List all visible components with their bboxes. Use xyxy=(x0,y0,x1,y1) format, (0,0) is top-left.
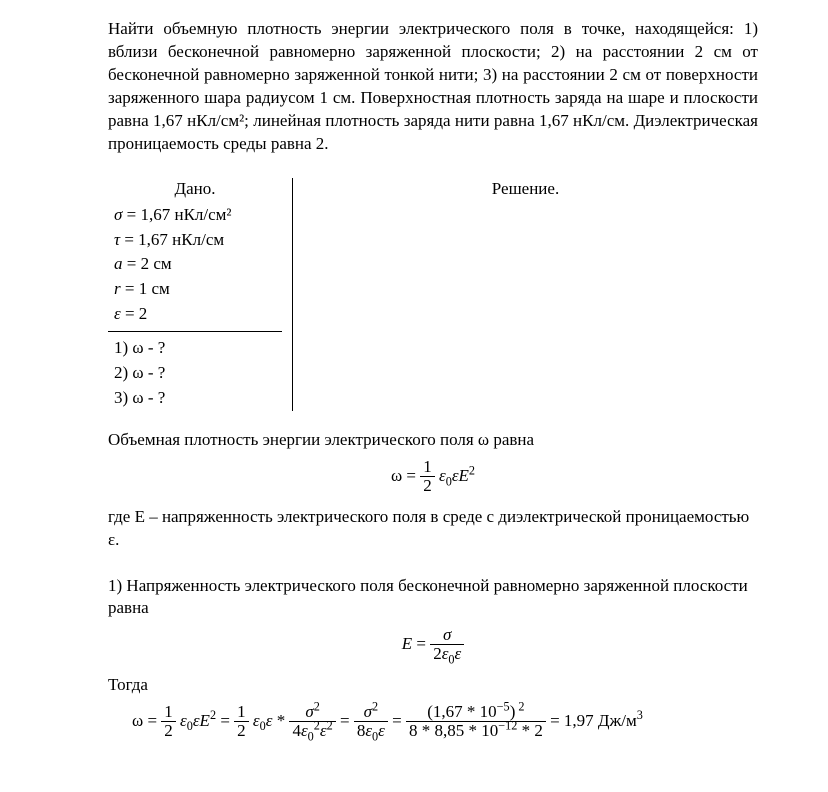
formula-E-frac: σ 2ε0ε xyxy=(430,626,464,664)
solution-column: Решение. xyxy=(293,178,758,201)
sigma-value: = 1,67 нКл/см² xyxy=(122,205,231,224)
given-solution-block: Дано. σ = 1,67 нКл/см² τ = 1,67 нКл/см a… xyxy=(108,178,758,411)
formula-E-num: σ xyxy=(430,626,464,645)
paragraph-1: Объемная плотность энергии электрическог… xyxy=(108,429,758,452)
given-sigma: σ = 1,67 нКл/см² xyxy=(108,203,282,228)
ask-2: 2) ω - ? xyxy=(108,361,282,386)
r-value: = 1 см xyxy=(121,279,170,298)
given-column: Дано. σ = 1,67 нКл/см² τ = 1,67 нКл/см a… xyxy=(108,178,293,411)
formula-E: E = σ 2ε0ε xyxy=(108,626,758,664)
omega-tail: ε0εE2 xyxy=(435,466,475,485)
paragraph-4: Тогда xyxy=(108,674,758,697)
formula-E-den: 2ε0ε xyxy=(430,645,464,664)
given-eps: ε = 2 xyxy=(108,302,282,327)
problem-statement: Найти объемную плотность энергии электри… xyxy=(108,18,758,156)
half-fraction: 1 2 xyxy=(420,458,435,496)
tau-value: = 1,67 нКл/см xyxy=(120,230,224,249)
formula-E-lhs: E = xyxy=(402,634,430,653)
solution-header: Решение. xyxy=(492,179,559,198)
ask-1: 1) ω - ? xyxy=(108,336,282,361)
given-r: r = 1 см xyxy=(108,277,282,302)
given-header: Дано. xyxy=(108,178,282,203)
paragraph-2: где E – напряженность электрического пол… xyxy=(108,506,758,552)
physics-document: Найти объемную плотность энергии электри… xyxy=(0,0,828,792)
formula-omega: ω = 1 2 ε0εE2 xyxy=(108,458,758,496)
r-symbol: r xyxy=(114,279,121,298)
given-divider: 1) ω - ? 2) ω - ? 3) ω - ? xyxy=(108,331,282,411)
eps-symbol: ε xyxy=(114,304,121,323)
eps-value: = 2 xyxy=(121,304,148,323)
half-den: 2 xyxy=(420,477,435,496)
paragraph-3: 1) Напряженность электрического поля бес… xyxy=(108,575,758,621)
formula-chain: ω = 12 ε0εE2 = 12 ε0ε * σ24ε02ε2 = σ28ε0… xyxy=(108,703,758,741)
half-num: 1 xyxy=(420,458,435,477)
omega-lhs: ω = xyxy=(391,466,420,485)
a-symbol: a xyxy=(114,254,123,273)
given-a: a = 2 см xyxy=(108,252,282,277)
given-tau: τ = 1,67 нКл/см xyxy=(108,228,282,253)
a-value: = 2 см xyxy=(123,254,172,273)
ask-3: 3) ω - ? xyxy=(108,386,282,411)
